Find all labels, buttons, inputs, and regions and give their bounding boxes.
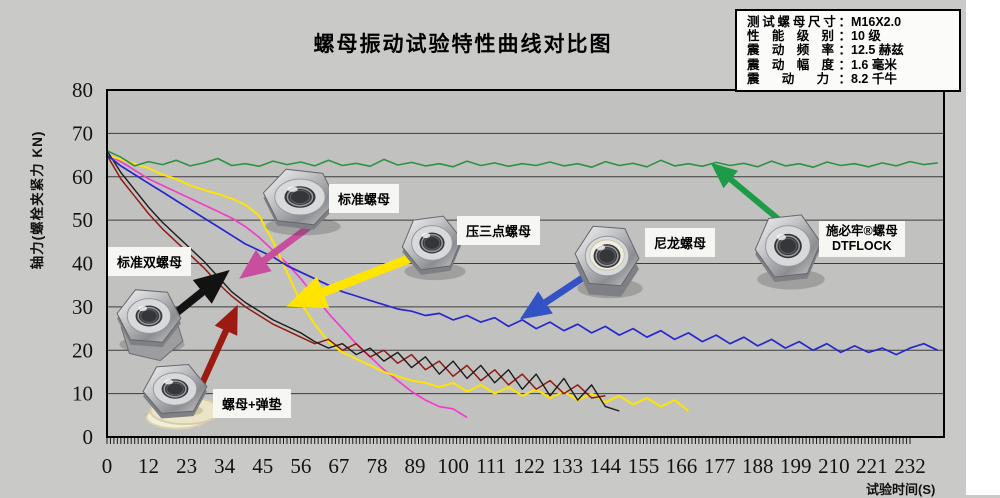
y-tick-label: 30	[72, 295, 93, 319]
label-dtflock-nut: 施必牢®螺母 DTFLOCK	[819, 221, 905, 257]
x-tick-label: 188	[742, 454, 774, 478]
x-tick-label: 210	[818, 454, 850, 478]
x-tick-label: 144	[590, 454, 622, 478]
x-tick-label: 133	[552, 454, 584, 478]
param-value: 1.6 毫米	[851, 57, 897, 72]
y-tick-label: 60	[72, 165, 93, 189]
x-tick-label: 45	[252, 454, 273, 478]
annotation-arrow-3	[710, 162, 785, 226]
y-tick-label: 40	[72, 252, 93, 276]
annotation-arrow-1	[286, 248, 426, 309]
annotation-arrow-4	[173, 270, 230, 317]
label-dtflock-line1: 施必牢®螺母	[826, 224, 898, 238]
y-tick-label: 0	[83, 425, 94, 449]
y-tick-labels: 80 70 60 50 40 30 20 10 0	[72, 78, 93, 449]
param-label: 测试螺母尺寸：	[747, 15, 851, 29]
nut-image-2	[574, 225, 643, 299]
x-minor-ticks	[106, 438, 911, 444]
param-row-size: 测试螺母尺寸：M16X2.0	[747, 15, 953, 29]
label-nylon-nut: 尼龙螺母	[645, 228, 716, 257]
page-right-margin	[966, 0, 1000, 495]
param-value: 12.5 赫兹	[851, 43, 904, 58]
plot-border	[106, 89, 945, 438]
nut-image-0	[262, 168, 341, 236]
x-tick-label: 166	[666, 454, 698, 478]
label-double-nut: 标准双螺母	[108, 247, 192, 276]
x-tick-label: 155	[628, 454, 660, 478]
x-tick-labels: 0 12 23 34 45 56 67 78 89 100 111 122 133 144 155 166 17…	[102, 454, 926, 478]
series-line-dtflock	[106, 149, 938, 168]
annotation-arrow-0	[239, 218, 320, 279]
param-value: 10 级	[851, 29, 881, 44]
nut-image-1	[401, 215, 466, 281]
x-tick-label: 78	[366, 454, 387, 478]
x-tick-label: 67	[328, 454, 349, 478]
series-line-standard	[106, 154, 468, 419]
param-label: 震 动 幅 度：	[747, 57, 851, 72]
series-line-press3	[106, 154, 690, 412]
series-line-nylon	[106, 154, 939, 356]
x-tick-label: 232	[894, 454, 926, 478]
x-tick-label: 199	[780, 454, 812, 478]
test-parameters-box: 测试螺母尺寸：M16X2.0 性 能 级 别：10 级 震 动 频 率：12.5…	[735, 9, 961, 93]
param-label: 震 动 频 率：	[747, 43, 851, 58]
x-tick-label: 89	[405, 454, 426, 478]
chart-title: 螺母振动试验特性曲线对比图	[313, 33, 613, 56]
label-dtflock-line2: DTFLOCK	[832, 239, 892, 253]
nut-image-3	[754, 214, 825, 290]
param-value: M16X2.0	[851, 15, 902, 29]
x-tick-label: 122	[514, 454, 546, 478]
x-tick-label: 56	[290, 454, 311, 478]
x-tick-label: 23	[176, 454, 197, 478]
x-axis-title: 试验时间(S)	[866, 482, 936, 497]
series-lines	[106, 149, 939, 419]
nut-photos	[116, 168, 825, 430]
param-row-force: 震 动 力：8.2 千牛	[747, 72, 953, 86]
y-tick-label: 50	[72, 208, 93, 232]
param-row-grade: 性 能 级 别：10 级	[747, 29, 953, 43]
x-tick-label: 111	[476, 454, 506, 478]
x-tick-label: 100	[437, 454, 469, 478]
y-axis-title: 轴力(螺栓夹紧力 KN)	[30, 130, 45, 270]
label-press3-nut: 压三点螺母	[457, 216, 541, 245]
x-tick-label: 12	[138, 454, 159, 478]
y-tick-label: 20	[72, 338, 93, 362]
y-tick-label: 70	[72, 121, 93, 145]
param-value: 8.2 千牛	[851, 71, 897, 86]
x-tick-label: 221	[856, 454, 888, 478]
param-label: 性 能 级 别：	[747, 29, 851, 44]
label-standard-nut: 标准螺母	[329, 184, 400, 213]
x-tick-label: 177	[704, 454, 736, 478]
y-tick-label: 80	[72, 78, 93, 102]
label-spring-washer-nut: 螺母+弹垫	[213, 389, 291, 418]
y-tick-label: 10	[72, 382, 93, 406]
x-tick-label: 34	[214, 454, 236, 478]
nut-image-4	[116, 289, 185, 362]
series-line-double	[106, 150, 620, 412]
x-tick-label: 0	[102, 454, 113, 478]
nut-image-5	[142, 363, 221, 430]
param-label: 震 动 力：	[747, 71, 851, 86]
annotation-arrow-5	[198, 304, 238, 388]
param-row-amplitude: 震 动 幅 度：1.6 毫米	[747, 58, 953, 72]
param-row-frequency: 震 动 频 率：12.5 赫兹	[747, 43, 953, 57]
